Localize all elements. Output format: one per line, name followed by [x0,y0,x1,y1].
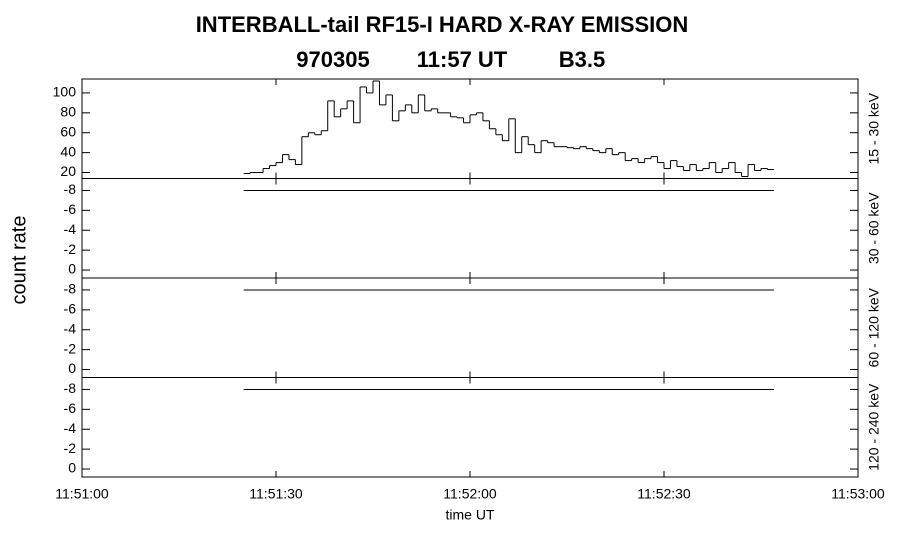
y-tick-label: -2 [64,440,77,456]
panel-label: 120 - 240 keV [866,383,882,471]
y-axis-label: count rate [8,216,30,305]
y-tick-label: 0 [68,360,76,376]
y-tick-label: -8 [64,281,77,297]
chart-subtitle: 11:57 UT [417,47,508,72]
x-tick-label: 11:52:30 [637,486,691,502]
y-tick-label: -6 [64,400,77,416]
y-tick-label: -6 [64,201,77,217]
y-tick-label: -4 [64,420,77,436]
chart-title: INTERBALL-tail RF15-I HARD X-RAY EMISSIO… [196,12,689,37]
y-tick-label: 100 [53,84,77,100]
chart-subtitle: B3.5 [559,47,605,72]
y-tick-label: -4 [64,320,77,336]
y-tick-label: 0 [68,460,76,476]
plot-frame [81,377,859,478]
y-tick-label: -2 [64,340,77,356]
y-tick-label: 0 [68,261,76,277]
x-tick-label: 11:51:00 [55,486,109,502]
y-tick-label: -4 [64,221,77,237]
y-tick-label: -6 [64,301,77,317]
panel-label: 15 - 30 keV [866,92,882,164]
y-tick-label: 20 [60,163,76,179]
y-tick-label: 80 [60,104,76,120]
panel-label: 30 - 60 keV [866,192,882,264]
y-tick-label: 40 [60,143,76,159]
x-tick-label: 11:53:00 [831,486,885,502]
plot-frame [81,178,859,279]
y-tick-label: 60 [60,123,76,139]
panel-label: 60 - 120 keV [866,287,882,367]
plot-frame [81,277,859,378]
chart-subtitle: 970305 [296,47,369,72]
y-tick-label: -8 [64,181,77,197]
y-tick-label: -2 [64,241,77,257]
x-tick-label: 11:51:30 [249,486,303,502]
y-tick-label: -8 [64,380,77,396]
x-tick-label: 11:52:00 [443,486,497,502]
plot-frame [81,78,859,179]
x-axis-label: time UT [446,507,495,523]
